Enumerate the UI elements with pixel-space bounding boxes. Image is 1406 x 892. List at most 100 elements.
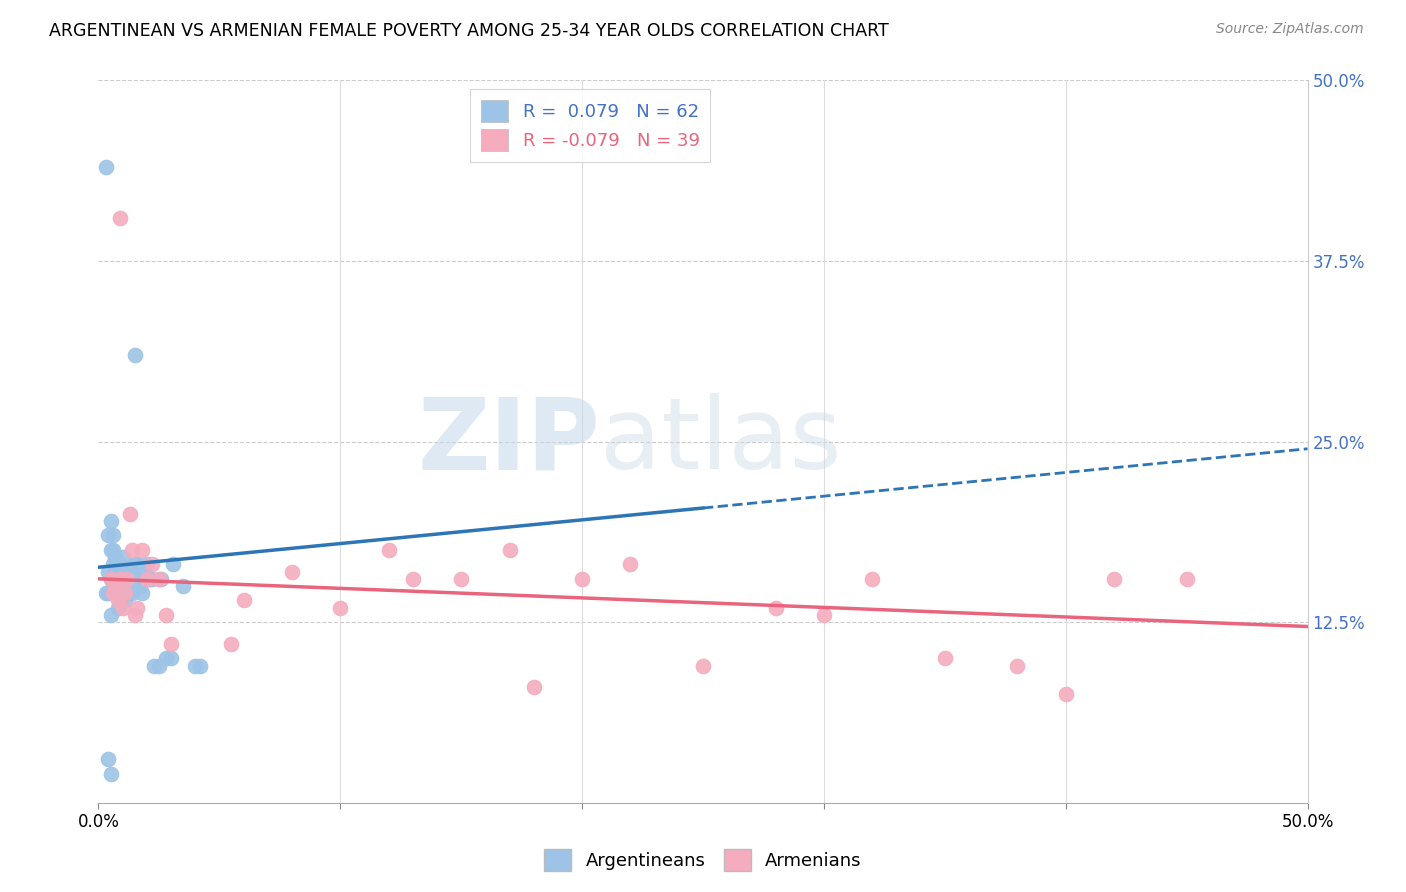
Point — [114, 593, 136, 607]
Point — [108, 558, 131, 572]
Point — [1175, 572, 1198, 586]
Point — [934, 651, 956, 665]
Point — [117, 565, 139, 579]
Point — [117, 579, 139, 593]
Point — [121, 542, 143, 557]
Point — [127, 558, 149, 572]
Point — [221, 637, 243, 651]
Point — [117, 572, 139, 586]
Point — [97, 586, 120, 600]
Point — [131, 586, 153, 600]
Point — [108, 572, 131, 586]
Point — [131, 542, 153, 557]
Point — [571, 572, 593, 586]
Point — [135, 572, 157, 586]
Point — [138, 572, 160, 586]
Point — [94, 160, 117, 174]
Point — [94, 586, 117, 600]
Point — [107, 558, 129, 572]
Point — [141, 558, 163, 572]
Point — [1007, 658, 1029, 673]
Point — [108, 572, 131, 586]
Point — [104, 565, 127, 579]
Point — [108, 593, 131, 607]
Point — [135, 558, 157, 572]
Point — [148, 572, 170, 586]
Point — [107, 600, 129, 615]
Point — [108, 211, 131, 225]
Point — [134, 565, 156, 579]
Point — [97, 752, 120, 766]
Point — [160, 637, 183, 651]
Point — [281, 565, 304, 579]
Point — [692, 658, 714, 673]
Point — [128, 579, 150, 593]
Text: ARGENTINEAN VS ARMENIAN FEMALE POVERTY AMONG 25-34 YEAR OLDS CORRELATION CHART: ARGENTINEAN VS ARMENIAN FEMALE POVERTY A… — [49, 22, 889, 40]
Point — [124, 607, 146, 622]
Point — [124, 558, 146, 572]
Point — [111, 586, 134, 600]
Point — [127, 572, 149, 586]
Point — [141, 572, 163, 586]
Point — [121, 586, 143, 600]
Point — [184, 658, 207, 673]
Point — [232, 593, 254, 607]
Point — [148, 658, 170, 673]
Point — [114, 586, 136, 600]
Point — [155, 651, 177, 665]
Point — [329, 600, 352, 615]
Point — [813, 607, 835, 622]
Point — [114, 579, 136, 593]
Point — [160, 651, 183, 665]
Point — [97, 528, 120, 542]
Point — [104, 572, 127, 586]
Point — [121, 572, 143, 586]
Point — [101, 579, 124, 593]
Point — [111, 572, 134, 586]
Point — [155, 607, 177, 622]
Point — [111, 550, 134, 565]
Point — [111, 600, 134, 615]
Point — [150, 572, 173, 586]
Point — [765, 600, 787, 615]
Point — [104, 550, 127, 565]
Point — [127, 600, 149, 615]
Point — [107, 572, 129, 586]
Point — [101, 586, 124, 600]
Point — [124, 572, 146, 586]
Point — [111, 565, 134, 579]
Point — [450, 572, 472, 586]
Point — [118, 507, 141, 521]
Point — [101, 528, 124, 542]
Point — [188, 658, 211, 673]
Point — [523, 680, 546, 694]
Point — [1102, 572, 1125, 586]
Point — [172, 579, 194, 593]
Point — [100, 572, 122, 586]
Point — [498, 542, 520, 557]
Legend: Argentineans, Armenians: Argentineans, Armenians — [537, 842, 869, 879]
Text: atlas: atlas — [600, 393, 842, 490]
Point — [117, 586, 139, 600]
Point — [402, 572, 425, 586]
Legend: R =  0.079   N = 62, R = -0.079   N = 39: R = 0.079 N = 62, R = -0.079 N = 39 — [470, 89, 710, 162]
Point — [162, 558, 184, 572]
Point — [1054, 687, 1077, 701]
Point — [104, 579, 127, 593]
Point — [100, 767, 122, 781]
Point — [107, 593, 129, 607]
Text: Source: ZipAtlas.com: Source: ZipAtlas.com — [1216, 22, 1364, 37]
Point — [131, 572, 153, 586]
Point — [100, 607, 122, 622]
Point — [100, 514, 122, 528]
Point — [135, 572, 157, 586]
Point — [100, 572, 122, 586]
Point — [107, 579, 129, 593]
Point — [101, 558, 124, 572]
Point — [118, 565, 141, 579]
Point — [619, 558, 641, 572]
Point — [377, 542, 399, 557]
Point — [104, 586, 127, 600]
Point — [860, 572, 883, 586]
Point — [124, 348, 146, 362]
